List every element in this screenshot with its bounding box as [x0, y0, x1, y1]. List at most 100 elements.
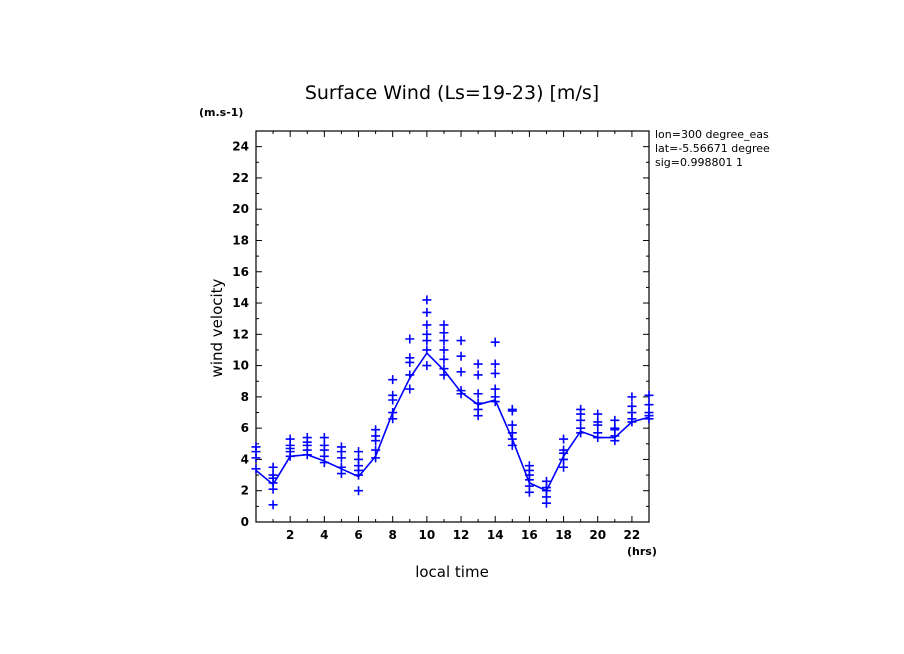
data-point-marker — [593, 420, 603, 430]
x-tick-label: 4 — [320, 528, 328, 542]
y-unit-label: (m.s-1) — [199, 106, 243, 119]
y-tick-label: 4 — [241, 452, 249, 466]
data-point-marker — [456, 367, 466, 377]
data-point-marker — [473, 370, 483, 380]
info-line-lat: lat=-5.56671 degree — [655, 142, 770, 155]
data-point-marker — [371, 436, 381, 446]
data-point-marker — [405, 384, 415, 394]
data-point-marker — [439, 328, 449, 338]
x-axis-label: local time — [415, 563, 489, 581]
plot-frame — [255, 130, 650, 523]
data-point-marker — [336, 453, 346, 463]
data-point-marker — [422, 320, 432, 330]
data-point-marker — [456, 351, 466, 361]
data-point-marker — [319, 433, 329, 443]
data-point-marker — [541, 498, 551, 508]
data-point-marker — [268, 500, 278, 510]
data-point-marker — [473, 389, 483, 399]
data-point-marker — [524, 487, 534, 497]
x-tick-label: 8 — [389, 528, 397, 542]
data-point-marker — [371, 453, 381, 463]
data-point-marker — [405, 357, 415, 367]
x-tick-label: 22 — [624, 528, 641, 542]
data-point-marker — [388, 395, 398, 405]
y-tick-label: 8 — [241, 390, 249, 404]
data-point-marker — [644, 400, 654, 410]
chart-title: Surface Wind (Ls=19-23) [m/s] — [305, 82, 599, 104]
y-tick-label: 24 — [232, 140, 249, 154]
y-tick-label: 18 — [232, 233, 249, 247]
x-tick-label: 14 — [487, 528, 504, 542]
y-tick-label: 16 — [232, 265, 249, 279]
data-point-marker — [593, 409, 603, 419]
data-point-marker — [473, 411, 483, 421]
data-point-marker — [507, 420, 517, 430]
data-point-marker — [559, 434, 569, 444]
x-tick-label: 2 — [286, 528, 294, 542]
y-tick-label: 0 — [241, 515, 249, 529]
data-point-marker — [439, 370, 449, 380]
data-point-marker — [610, 436, 620, 446]
data-point-marker — [456, 389, 466, 399]
data-point-marker — [559, 462, 569, 472]
data-point-marker — [336, 469, 346, 479]
data-point-marker — [439, 345, 449, 355]
y-tick-label: 22 — [232, 171, 249, 185]
data-point-marker — [354, 447, 364, 457]
data-point-marker — [302, 450, 312, 460]
x-tick-label: 10 — [419, 528, 436, 542]
data-point-marker — [371, 445, 381, 455]
data-point-marker — [268, 484, 278, 494]
y-tick-label: 6 — [241, 421, 249, 435]
data-point-marker — [422, 336, 432, 346]
info-line-lon: lon=300 degree_eas — [655, 128, 769, 141]
data-point-marker — [576, 415, 586, 425]
data-point-marker — [439, 320, 449, 330]
data-point-marker — [627, 417, 637, 427]
data-point-marker — [490, 384, 500, 394]
x-tick-label: 18 — [555, 528, 572, 542]
data-point-marker — [507, 406, 517, 416]
data-point-marker — [268, 462, 278, 472]
y-tick-label: 10 — [232, 359, 249, 373]
data-point-marker — [422, 307, 432, 317]
y-tick-label: 20 — [232, 202, 249, 216]
data-point-marker — [593, 433, 603, 443]
series-line — [255, 351, 650, 492]
data-point-marker — [422, 361, 432, 371]
data-point-marker — [405, 334, 415, 344]
data-point-marker — [422, 345, 432, 355]
data-point-marker — [285, 451, 295, 461]
data-point-marker — [251, 453, 261, 463]
data-point-marker — [473, 359, 483, 369]
x-tick-label: 6 — [354, 528, 362, 542]
data-point-marker — [490, 337, 500, 347]
data-point-marker — [507, 440, 517, 450]
data-point-marker — [644, 414, 654, 424]
x-tick-label: 20 — [589, 528, 606, 542]
y-axis-label: wind velocity — [208, 278, 226, 377]
y-tick-label: 2 — [241, 484, 249, 498]
info-line-sig: sig=0.998801 1 — [655, 156, 743, 169]
x-tick-label: 16 — [521, 528, 538, 542]
data-point-marker — [388, 375, 398, 385]
data-point-marker — [456, 336, 466, 346]
data-point-marker — [627, 392, 637, 402]
data-point-marker — [610, 415, 620, 425]
data-point-marker — [490, 368, 500, 378]
data-point-marker — [439, 354, 449, 364]
data-point-marker — [559, 454, 569, 464]
data-point-marker — [576, 428, 586, 438]
x-tick-label: 12 — [453, 528, 470, 542]
data-point-marker — [490, 359, 500, 369]
y-tick-label: 14 — [232, 296, 249, 310]
data-point-marker — [354, 470, 364, 480]
data-point-marker — [319, 458, 329, 468]
data-point-marker — [388, 414, 398, 424]
data-point-marker — [644, 390, 654, 400]
data-point-marker — [405, 370, 415, 380]
data-point-marker — [422, 295, 432, 305]
data-point-marker — [354, 486, 364, 496]
data-point-marker — [490, 397, 500, 407]
